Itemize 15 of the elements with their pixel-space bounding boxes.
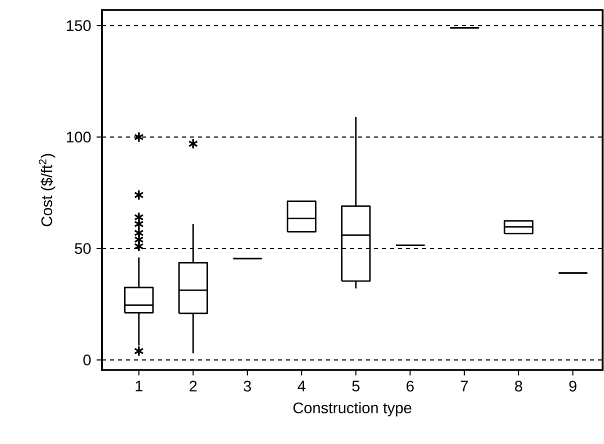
y-tick-label: 50: [74, 243, 91, 254]
y-axis-title: Cost ($/ft$^{2}$): [38, 154, 56, 226]
x-tick-label: 2: [190, 380, 197, 392]
x-tick-label: 4: [298, 380, 306, 392]
x-tick-label: 5: [352, 380, 360, 392]
x-tick-label: 9: [569, 380, 576, 392]
y-tick-label: 100: [66, 132, 91, 142]
y-tick-label: 0: [83, 354, 91, 366]
x-tick-label: 7: [460, 380, 468, 392]
x-axis-title: Construction type: [293, 402, 412, 416]
x-tick-label: 1: [136, 380, 142, 392]
y-tick-label: 150: [66, 20, 91, 32]
x-tick-label: 3: [244, 380, 251, 392]
x-tick-label: 6: [406, 380, 414, 392]
x-tick-label: 8: [515, 380, 522, 392]
